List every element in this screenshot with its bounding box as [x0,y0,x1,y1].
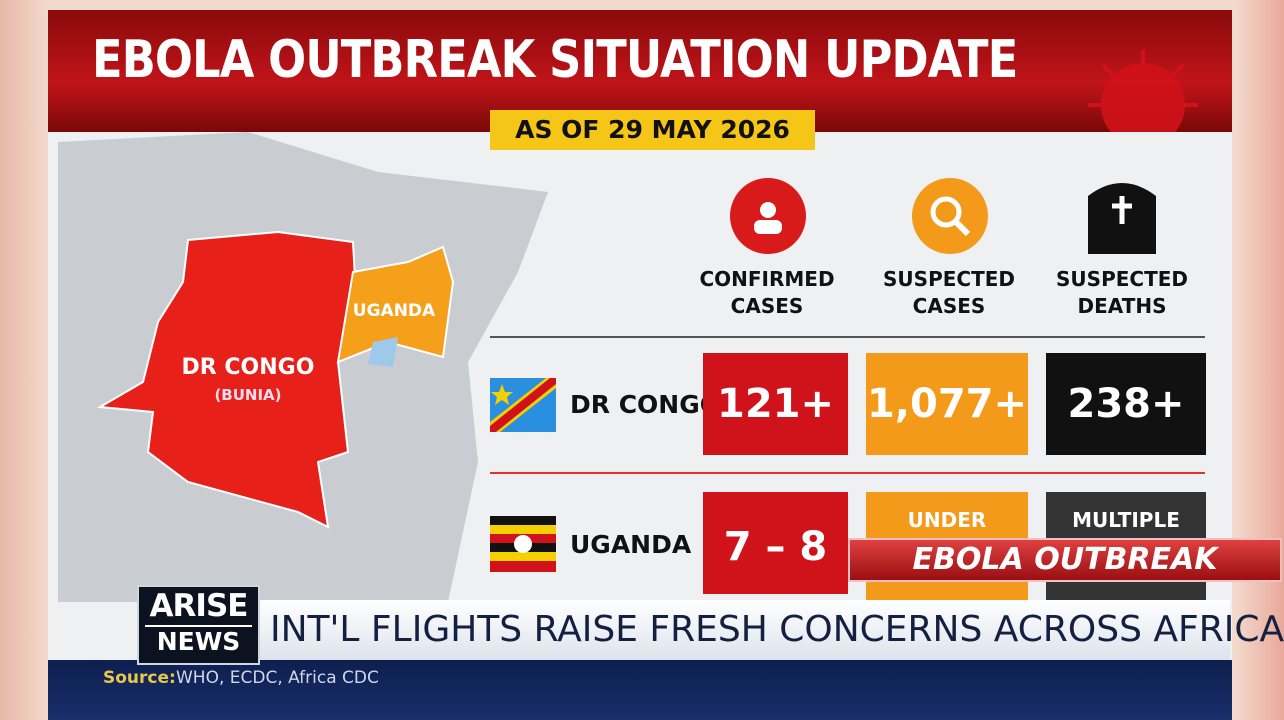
map-label: UGANDA [353,301,436,321]
source-label: Source: [103,668,176,688]
flag-uganda [490,516,556,572]
column-header: SUSPECTED CASES [883,267,1015,318]
value-cell: 7 – 8 [703,492,848,594]
flag-drc [490,378,556,432]
column-header: SUSPECTED DEATHS [1056,267,1188,318]
divider [490,336,1205,338]
bottom-bar: Source: WHO, ECDC, Africa CDC [48,660,1232,720]
column-icons [730,178,1156,254]
info-panel: DR CONGO (BUNIA) UGANDA CONFIRMED CASES … [48,132,1232,662]
divider [490,472,1205,474]
headline: INT'L FLIGHTS RAISE FRESH CONCERNS ACROS… [258,600,1284,660]
map: DR CONGO (BUNIA) UGANDA [58,132,548,602]
map-label: DR CONGO [182,355,315,380]
value-cell: 121+ [703,353,848,455]
source-text: WHO, ECDC, Africa CDC [176,668,379,688]
map-label: (BUNIA) [214,386,281,404]
virus-icon [1088,50,1198,140]
logo-text: ARISE [149,588,249,624]
logo-text: NEWS [145,625,252,657]
column-header: CONFIRMED CASES [699,267,835,318]
value-cell: 238+ [1046,353,1206,455]
ticker: EBOLA OUTBREAK [848,538,1282,582]
value-cell: 1,077+ [866,353,1028,455]
country-label: UGANDA [570,530,692,559]
logo: ARISE NEWS [137,585,260,665]
country-label: DR CONGO [570,390,722,419]
date-badge: AS OF 29 MAY 2026 [490,110,815,150]
title: EBOLA OUTBREAK SITUATION UPDATE [92,30,1018,90]
